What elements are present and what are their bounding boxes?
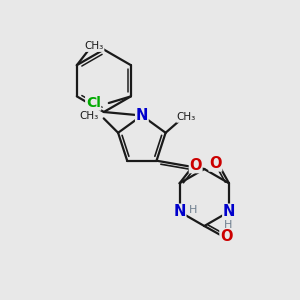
Text: O: O xyxy=(209,156,222,171)
Text: CH₃: CH₃ xyxy=(177,112,196,122)
Text: O: O xyxy=(220,230,233,244)
Text: N: N xyxy=(173,204,186,219)
Text: N: N xyxy=(136,108,148,123)
Text: O: O xyxy=(189,158,202,172)
Text: CH₃: CH₃ xyxy=(79,111,98,121)
Text: Cl: Cl xyxy=(86,96,101,110)
Text: N: N xyxy=(223,204,235,219)
Text: H: H xyxy=(188,205,197,214)
Text: H: H xyxy=(224,220,232,230)
Text: CH₃: CH₃ xyxy=(85,41,104,51)
